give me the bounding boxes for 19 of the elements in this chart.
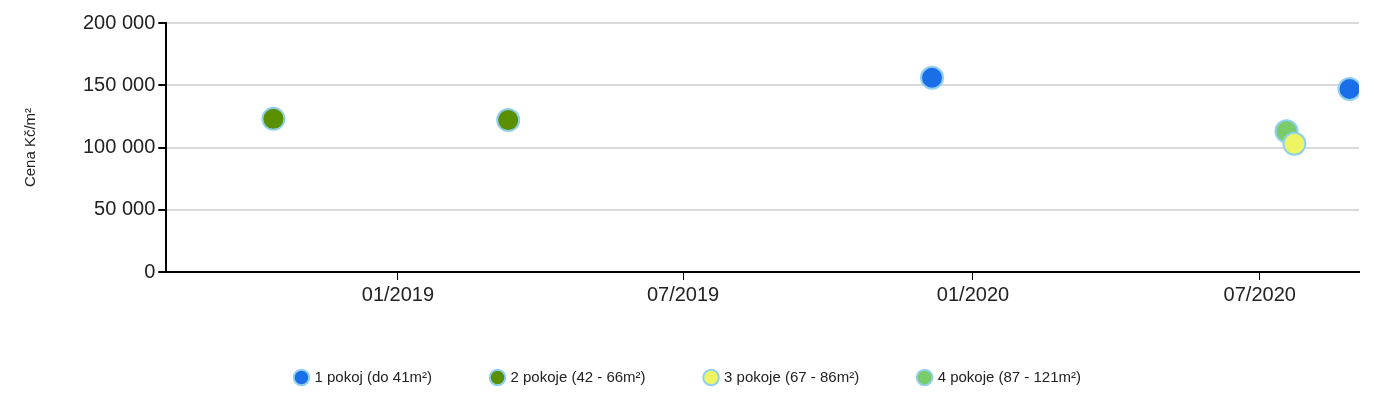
y-tick-label: 50 000: [94, 197, 156, 220]
legend-label: 2 pokoje (42 - 66m²): [510, 367, 646, 385]
y-axis-title: Cena Kč/m²: [21, 107, 39, 188]
y-tick-label: 0: [144, 259, 156, 282]
point: [1337, 76, 1359, 101]
y-tick-label: 100 000: [83, 135, 156, 158]
point: [920, 65, 945, 90]
x-tick-label: 07/2020: [1223, 282, 1296, 305]
y-tick-label: 200 000: [83, 10, 156, 33]
y-tick-label: 150 000: [83, 72, 156, 95]
x-tick-label: 07/2019: [646, 282, 720, 305]
x-tick-label: 01/2019: [361, 282, 435, 305]
point: [1282, 131, 1307, 156]
point: [261, 106, 286, 131]
legend-label: 1 pokoj (do 41m²): [314, 367, 433, 385]
legend-label: 3 pokoje (67 - 86m²): [724, 367, 860, 385]
x-tick-label: 01/2020: [936, 282, 1010, 305]
point: [496, 108, 521, 133]
legend-label: 4 pokoje (87 - 121m²): [937, 367, 1082, 385]
